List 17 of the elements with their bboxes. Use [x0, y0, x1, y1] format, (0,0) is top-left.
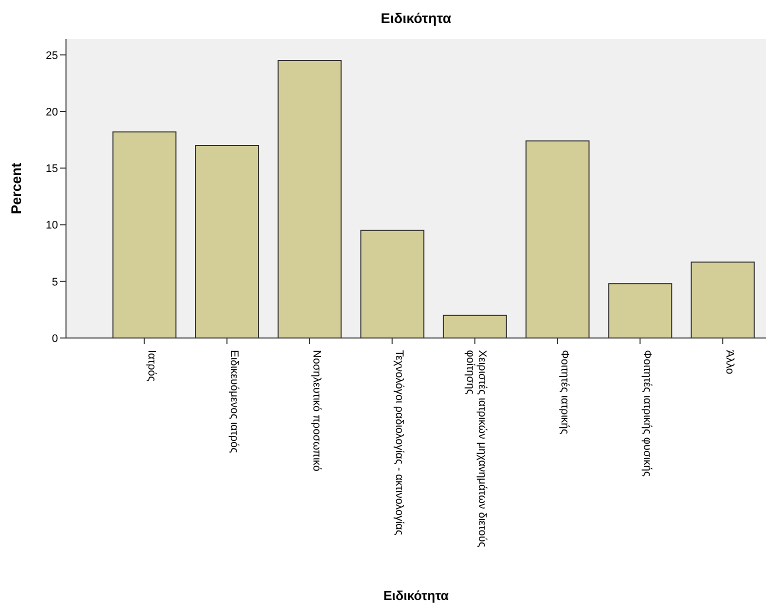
y-tick-label: 0 — [52, 332, 58, 345]
y-tick-label: 20 — [46, 106, 58, 118]
y-tick-label: 25 — [46, 50, 58, 62]
x-tick-label: Νοσηλευτικό προσωπικό — [310, 350, 323, 472]
x-tick-label: Φοιτητές ιατρικής φυσικής — [641, 350, 654, 477]
x-tick-label: Άλλο — [724, 350, 736, 374]
x-tick-label: Χειριστές ιατρικών μηχανημάτων διετούς φοίτησης — [464, 350, 488, 548]
chart-title: Ειδικότητα — [380, 10, 452, 26]
x-axis-title: Ειδικότητα — [383, 588, 449, 603]
x-tick-label: Φοιτητές ιατρικής — [558, 350, 570, 434]
x-tick-label: Τεχνολόγοι ραδιολογίας - ακτινολογίας — [393, 350, 406, 536]
y-tick-label: 15 — [46, 163, 58, 176]
y-tick-label: 10 — [46, 220, 58, 232]
y-axis-title: Percent — [8, 162, 24, 214]
y-tick-label: 5 — [52, 276, 58, 288]
x-tick-label: Ιατρός — [145, 350, 158, 382]
x-tick-label: Ειδικευόμενος ιατρός — [228, 350, 240, 453]
